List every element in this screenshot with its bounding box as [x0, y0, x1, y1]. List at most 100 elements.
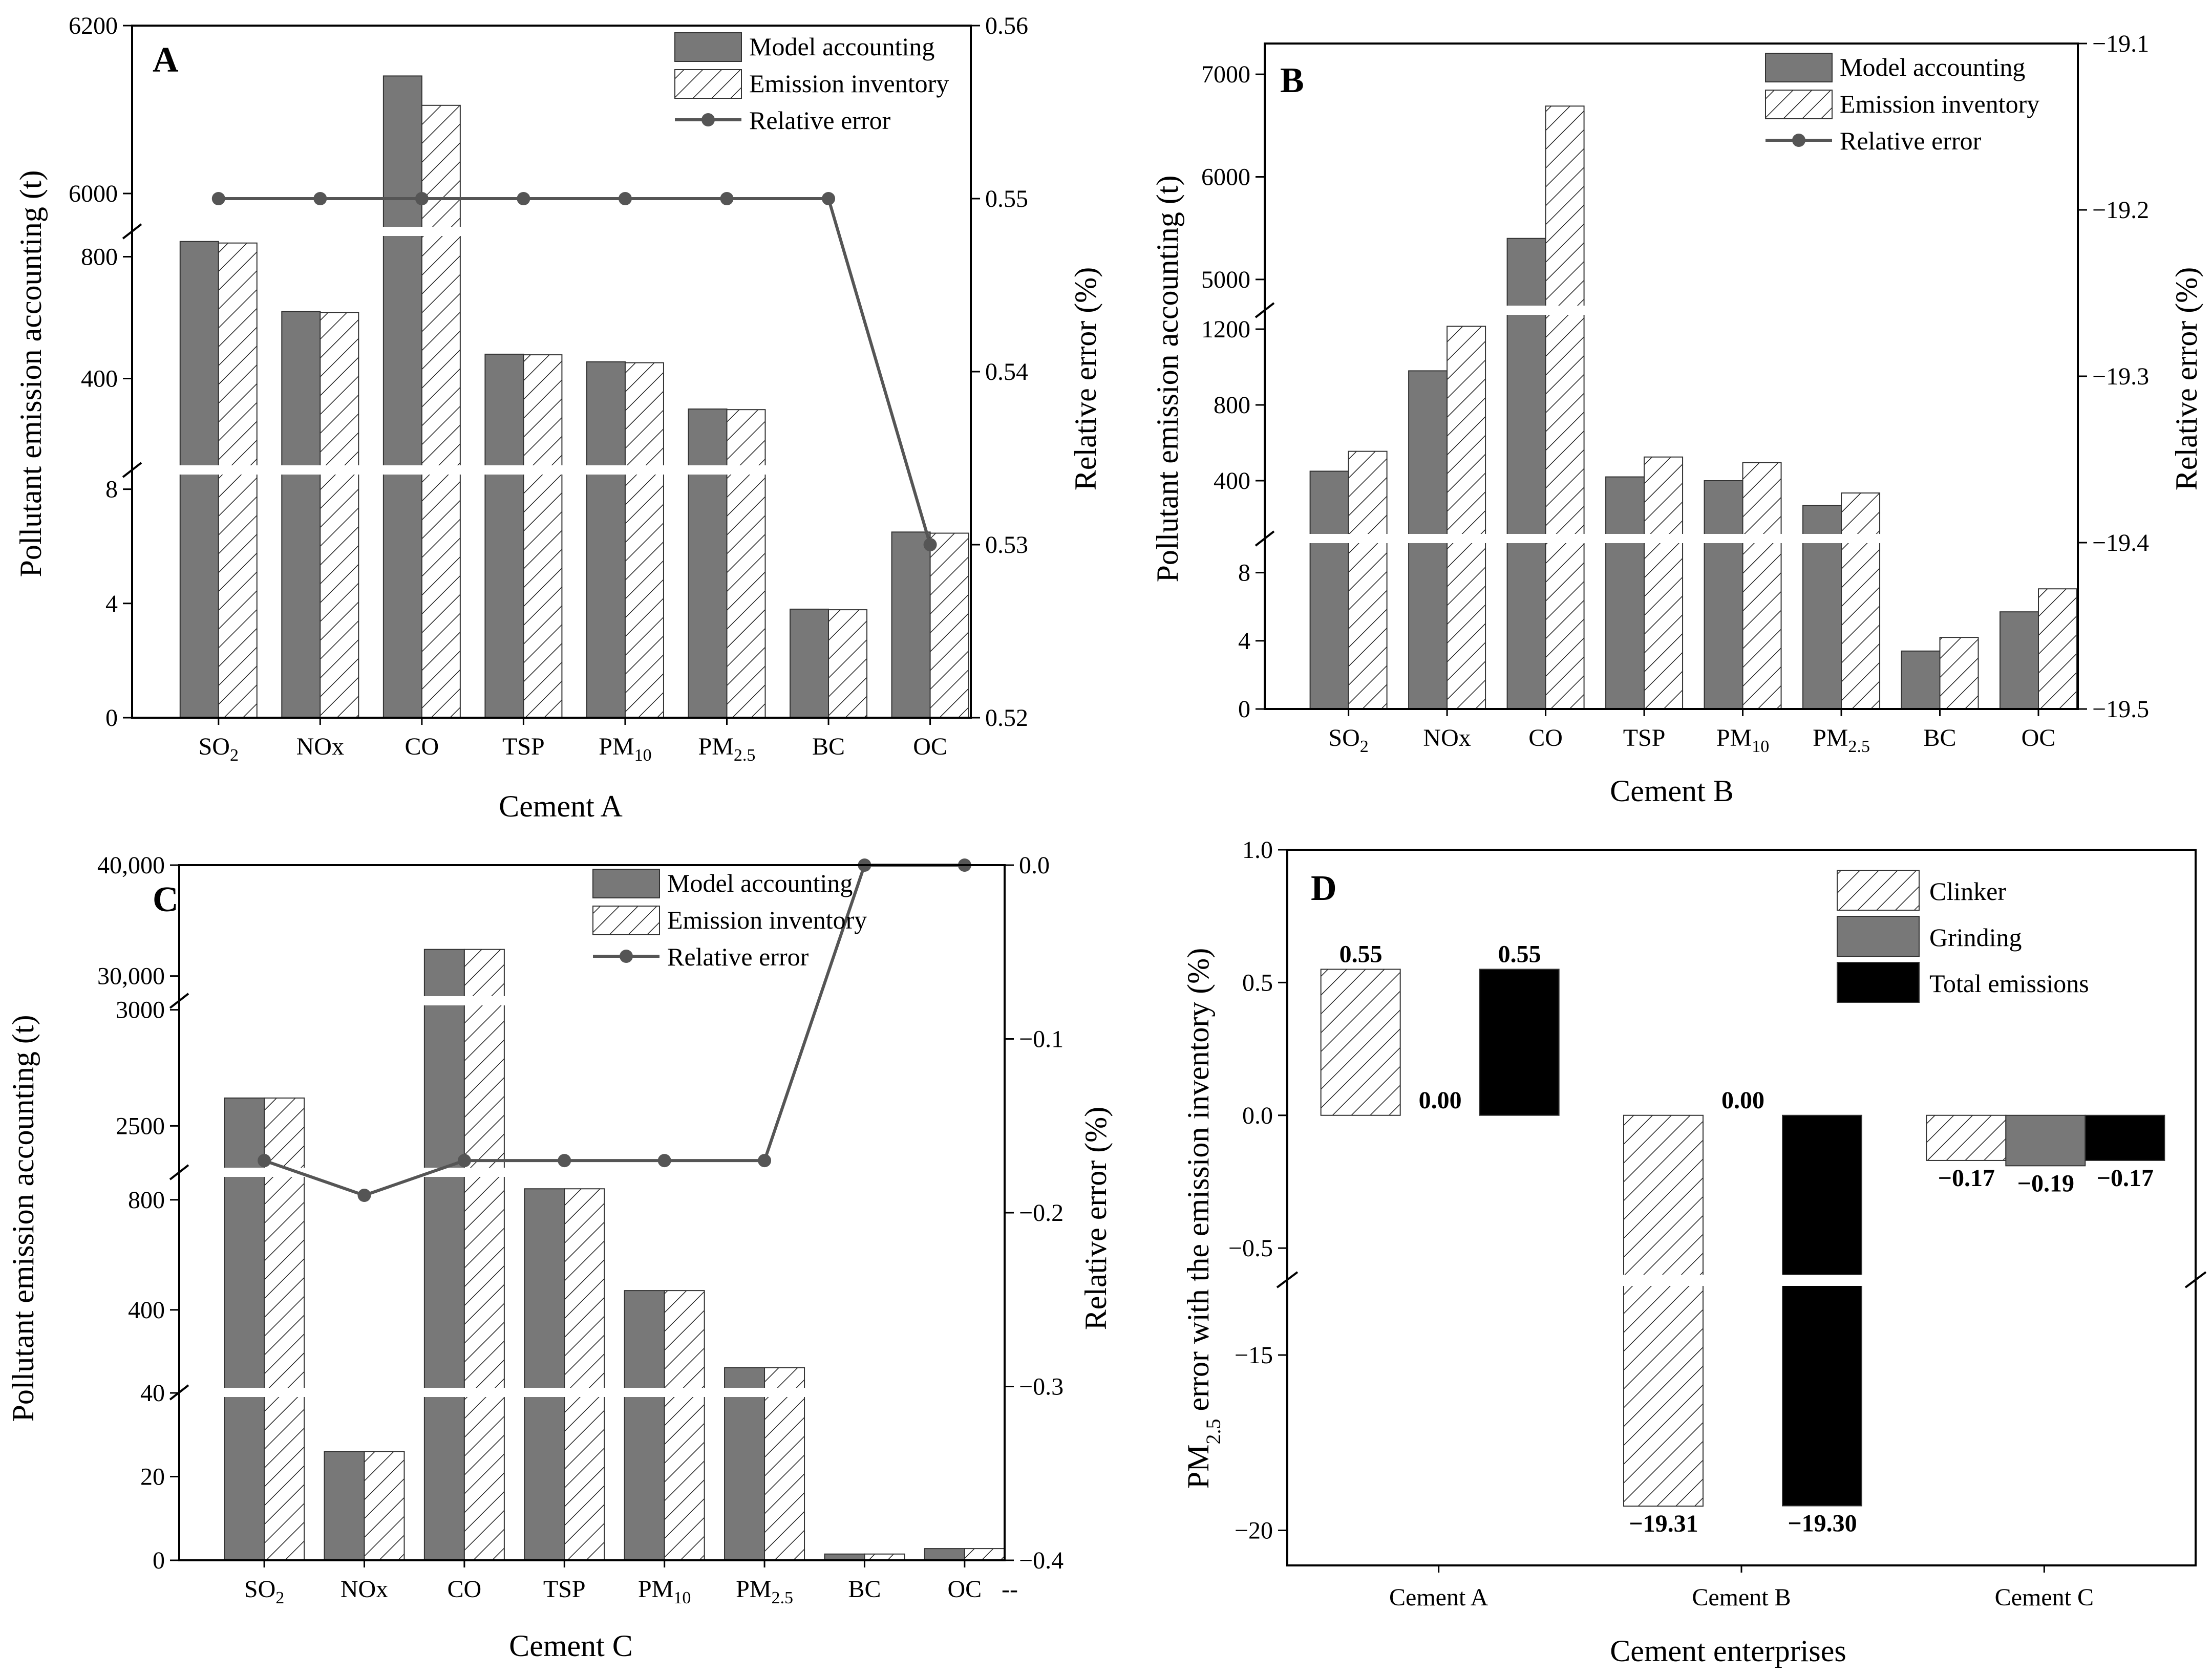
relative-error-point: [822, 192, 836, 205]
panel-c-y2label: Relative error (%): [1079, 1107, 1113, 1330]
model-bar: [1506, 238, 1546, 710]
y-tick-label: 40: [140, 1380, 165, 1407]
legend-inventory-label: Emission inventory: [667, 906, 867, 934]
x-tick-label: TSP: [1623, 724, 1666, 751]
legend-label: Total emissions: [1929, 969, 2089, 998]
legend-relative-marker: [701, 113, 715, 126]
panel-a-ylabel: Pollutant emission accounting (t): [14, 170, 48, 577]
y-tick-label: −15: [1235, 1342, 1273, 1369]
model-bar: [1704, 480, 1743, 710]
extra-tick-label: --: [1002, 1576, 1018, 1603]
axis-break-gap: [134, 465, 969, 475]
y-tick-label: 6000: [1201, 164, 1250, 191]
y2-tick-label: 0.53: [985, 531, 1028, 558]
y2-tick-label: −0.1: [1019, 1026, 1064, 1053]
inventory-bar: [1939, 637, 1979, 710]
bar-grinding: [2005, 1114, 2086, 1167]
y-tick-label: 800: [1214, 392, 1250, 419]
y2-tick-label: 0.52: [985, 704, 1028, 732]
y2-tick-label: 0.55: [985, 185, 1028, 212]
legend-model-label: Model accounting: [667, 869, 853, 897]
y-tick-label: −0.5: [1228, 1235, 1273, 1262]
y2-tick-label: 0.54: [985, 358, 1028, 385]
model-bar: [281, 311, 321, 718]
bar-total-emissions: [1479, 969, 1560, 1116]
model-bar: [891, 531, 931, 719]
y-tick-label: 800: [128, 1187, 165, 1214]
relative-error-line: [218, 197, 932, 545]
x-tick-label: Cement B: [1692, 1584, 1791, 1611]
relative-error-point: [211, 192, 225, 205]
x-tick-label: SO2: [199, 733, 239, 765]
inventory-bar: [828, 609, 868, 719]
relative-error-point: [517, 192, 530, 205]
model-bar: [324, 1451, 365, 1561]
x-tick-label: PM10: [599, 733, 651, 765]
legend-swatch: [1837, 916, 1920, 957]
inventory-bar: [929, 532, 969, 718]
x-tick-label: PM2.5: [736, 1576, 793, 1607]
legend-relative-label: Relative error: [1840, 126, 1982, 155]
y-tick-label: 1.0: [1242, 836, 1273, 864]
legend-model-swatch: [1765, 53, 1833, 82]
axis-break-gap: [1267, 534, 2076, 543]
panel-b-ylabel: Pollutant emission accounting (t): [1151, 176, 1184, 583]
x-tick-label: BC: [848, 1576, 881, 1603]
model-bar: [524, 1188, 565, 1561]
value-label: −0.17: [2097, 1165, 2154, 1192]
legend-model-label: Model accounting: [1840, 53, 2025, 81]
y-tick-label: 0.0: [1242, 1102, 1273, 1129]
panel-a: SO2 NOx CO TSP PM10 PM2.5 BC OC 0 4 8 400 800 6000 620…: [69, 12, 1028, 765]
panel-d-ylabel: PM2.5 error with the emission inventory …: [1181, 948, 1225, 1489]
panel-d-letter: D: [1311, 869, 1337, 908]
legend-relative-marker: [1792, 134, 1805, 147]
inventory-bar: [364, 1451, 405, 1561]
model-bar: [624, 1290, 665, 1561]
y-tick-label: 0: [153, 1547, 165, 1574]
x-tick-label: CO: [448, 1576, 482, 1603]
model-bar: [1901, 650, 1941, 710]
model-bar: [2000, 611, 2039, 710]
y2-tick-label: −19.3: [2092, 363, 2149, 390]
model-bar: [790, 608, 830, 718]
inventory-bar: [1841, 492, 1881, 710]
bar-total-emissions: [1782, 1114, 1862, 1507]
y-tick-label: 800: [81, 244, 118, 271]
panel-d-xlabel: Cement enterprises: [1610, 1634, 1846, 1668]
value-label: 0.55: [1339, 940, 1382, 968]
x-tick-label: PM10: [638, 1576, 691, 1607]
y-tick-label: −20: [1235, 1517, 1273, 1544]
inventory-bar: [1447, 326, 1486, 710]
y2-tick-label: −0.3: [1019, 1373, 1064, 1401]
inventory-bar: [1545, 105, 1585, 710]
panel-a-y2label: Relative error (%): [1069, 267, 1102, 490]
relative-error-point: [923, 538, 937, 551]
model-bar: [484, 353, 524, 718]
panel-c-xlabel: Cement C: [509, 1629, 633, 1663]
inventory-bar: [218, 242, 258, 719]
model-bar: [688, 409, 728, 718]
inventory-bar: [964, 1548, 1005, 1561]
x-tick-label: CO: [1528, 724, 1563, 751]
inventory-bar: [1348, 450, 1388, 710]
value-label: −0.17: [1938, 1165, 1995, 1192]
axis-break-gap: [181, 1388, 1003, 1397]
y-tick-label: 20: [140, 1464, 165, 1491]
legend-inventory-swatch: [1765, 90, 1833, 119]
y-tick-label: 40,000: [97, 852, 165, 879]
inventory-bar: [624, 362, 664, 718]
axis-break-gap: [181, 1168, 1003, 1177]
bar-clinker: [1320, 969, 1401, 1116]
bar-clinker: [1926, 1114, 2007, 1161]
relative-error-point: [357, 1189, 371, 1202]
relative-error-point: [558, 1154, 571, 1168]
value-label: 0.00: [1419, 1087, 1462, 1114]
y2-tick-label: −0.2: [1019, 1199, 1064, 1227]
x-tick-label: NOx: [296, 733, 344, 760]
x-tick-label: NOx: [341, 1576, 388, 1603]
axis-break-gap: [1289, 1275, 2194, 1286]
panel-b-xlabel: Cement B: [1610, 774, 1734, 808]
model-bar: [382, 75, 422, 718]
legend-inventory-swatch: [592, 906, 660, 935]
